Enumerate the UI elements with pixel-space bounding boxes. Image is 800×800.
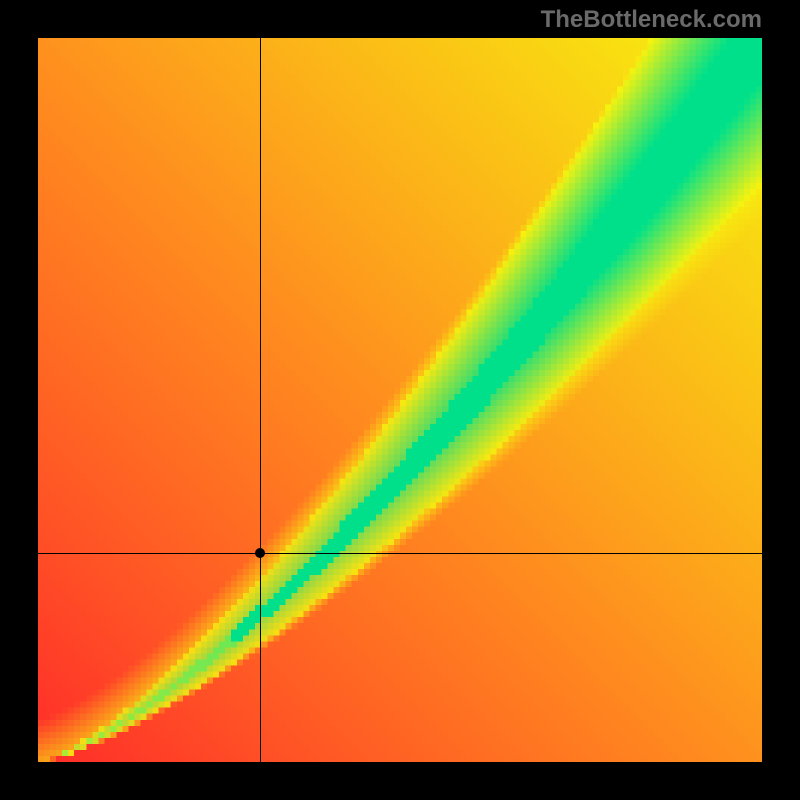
chart-container: TheBottleneck.com [0, 0, 800, 800]
bottleneck-heatmap [38, 38, 762, 762]
watermark-text: TheBottleneck.com [541, 6, 762, 34]
